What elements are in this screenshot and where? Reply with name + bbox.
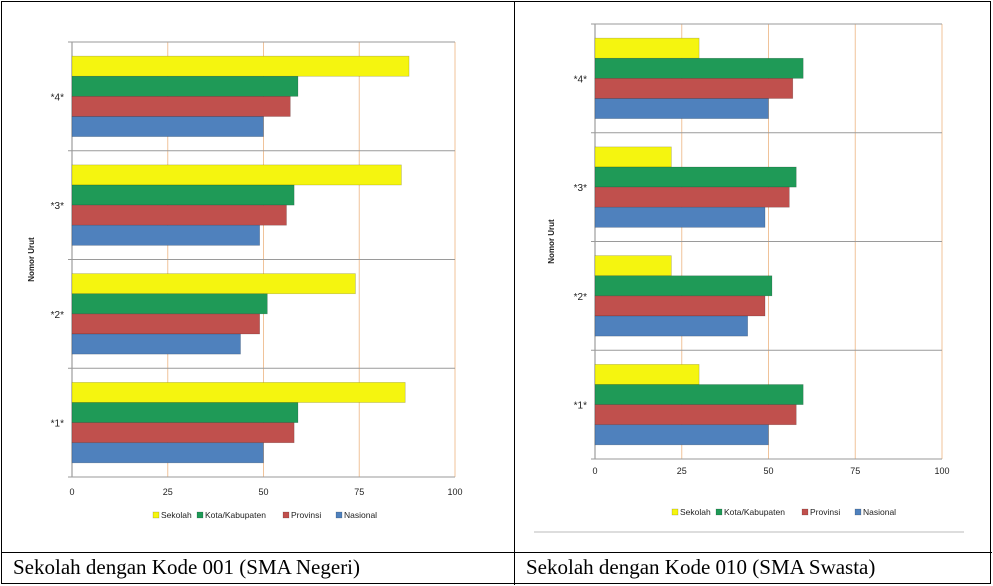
legend-swatch <box>282 511 290 519</box>
y-axis-title: Nomor Urut <box>547 219 556 264</box>
bar-provinsi-3 <box>71 204 287 226</box>
category-label: *2* <box>51 310 64 321</box>
legend-swatch <box>152 511 160 519</box>
bar-provinsi-4 <box>594 78 794 99</box>
legend-label: Sekolah <box>680 507 711 517</box>
bar-kota-kabupaten-2 <box>594 275 773 297</box>
x-tick-label: 50 <box>258 487 268 497</box>
bar-provinsi-2 <box>71 313 260 335</box>
bar-nasional-4 <box>71 116 264 137</box>
bar-kota-kabupaten-3 <box>71 184 295 206</box>
bar-provinsi-4 <box>71 96 291 117</box>
legend-swatch <box>671 508 679 516</box>
bar-kota-kabupaten-1 <box>71 402 299 423</box>
legend-swatch <box>854 508 862 516</box>
bar-sekolah-1 <box>594 364 700 385</box>
bar-kota-kabupaten-4 <box>71 75 299 97</box>
bar-provinsi-1 <box>594 404 797 426</box>
legend-swatch <box>715 508 723 516</box>
x-tick-label: 0 <box>69 487 74 497</box>
legend-label: Provinsi <box>291 510 321 520</box>
category-label: *4* <box>51 92 64 103</box>
bar-nasional-3 <box>594 206 766 228</box>
x-tick-label: 75 <box>354 487 364 497</box>
category-label: *3* <box>574 183 587 194</box>
legend-swatch <box>335 511 343 519</box>
bar-provinsi-2 <box>594 295 766 317</box>
category-label: *2* <box>574 292 587 303</box>
bar-provinsi-3 <box>594 186 790 208</box>
category-label: *3* <box>51 201 64 212</box>
bar-sekolah-3 <box>71 164 402 186</box>
bar-nasional-4 <box>594 98 769 119</box>
caption-divider <box>2 552 992 553</box>
legend-label: Provinsi <box>810 507 840 517</box>
bar-kota-kabupaten-4 <box>594 57 804 79</box>
x-tick-label: 100 <box>934 466 949 476</box>
legend-label: Nasional <box>344 510 377 520</box>
legend-label: Kota/Kabupaten <box>205 510 266 520</box>
bar-nasional-1 <box>594 424 769 446</box>
bar-sekolah-1 <box>71 382 406 403</box>
chart-sma-negeri: 0 25 50 75 100 *1* *2* *3* *4* Nomor Urut Sekolah K… <box>27 41 463 520</box>
column-divider <box>514 2 515 585</box>
bar-kota-kabupaten-3 <box>594 166 797 188</box>
legend-swatch <box>196 511 204 519</box>
bar-nasional-2 <box>71 333 241 355</box>
x-tick-label: 100 <box>447 487 462 497</box>
category-label: *4* <box>574 74 587 85</box>
category-label: *1* <box>51 419 64 430</box>
bar-provinsi-1 <box>71 422 295 444</box>
legend-label: Nasional <box>863 507 896 517</box>
legend-label: Kota/Kabupaten <box>724 507 785 517</box>
y-axis-title: Nomor Urut <box>27 237 36 282</box>
x-tick-label: 25 <box>163 487 173 497</box>
bar-kota-kabupaten-1 <box>594 384 804 405</box>
x-tick-label: 0 <box>592 466 597 476</box>
bar-kota-kabupaten-2 <box>71 293 268 315</box>
x-tick-label: 25 <box>677 466 687 476</box>
x-tick-label: 75 <box>850 466 860 476</box>
bar-nasional-3 <box>71 224 260 246</box>
caption-left: Sekolah dengan Kode 001 (SMA Negeri) <box>13 555 361 579</box>
chart-sma-swasta: 0 25 50 75 100 *1* *2* *3* *4* Nomor Urut Sekolah K… <box>534 23 964 533</box>
x-tick-label: 50 <box>763 466 773 476</box>
bar-sekolah-2 <box>71 273 356 295</box>
category-label: *1* <box>574 401 587 412</box>
legend-swatch <box>801 508 809 516</box>
bar-nasional-1 <box>71 442 264 464</box>
bar-sekolah-2 <box>594 255 672 277</box>
bar-sekolah-4 <box>594 37 700 59</box>
bar-sekolah-4 <box>71 55 410 77</box>
bar-sekolah-3 <box>594 146 672 168</box>
bar-nasional-2 <box>594 315 748 337</box>
caption-right: Sekolah dengan Kode 010 (SMA Swasta) <box>526 555 876 579</box>
legend-label: Sekolah <box>161 510 192 520</box>
